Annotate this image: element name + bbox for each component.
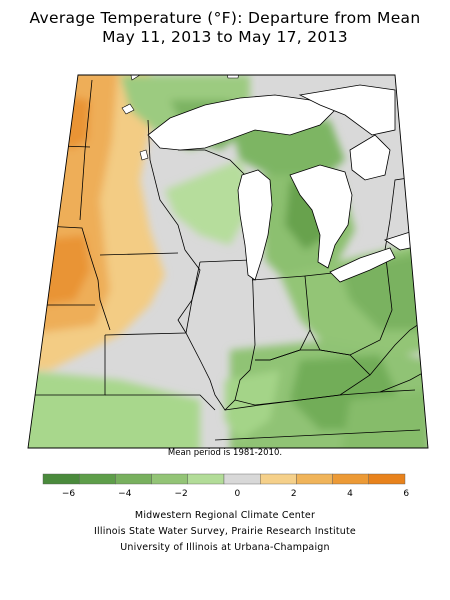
- great-lakes: [147, 84, 428, 283]
- legend-swatch: [260, 473, 297, 485]
- map-title-line-2: May 11, 2013 to May 17, 2013: [102, 28, 348, 46]
- legend-swatch: [187, 473, 225, 485]
- legend-tick-label: 2: [291, 489, 297, 499]
- legend-swatch: [78, 473, 116, 485]
- legend-swatch: [296, 473, 333, 485]
- legend-swatch: [115, 473, 152, 485]
- legend-swatch: [223, 473, 261, 485]
- legend-swatch: [151, 473, 189, 485]
- legend-swatch: [332, 473, 370, 485]
- mean-period-note: Mean period is 1981-2010.: [167, 448, 283, 458]
- legend-swatch: [42, 473, 80, 485]
- small-lakes: [121, 75, 241, 161]
- legend-swatch: [368, 473, 406, 485]
- credit-line-1: Midwestern Regional Climate Center: [134, 510, 316, 521]
- credit-line-2: Illinois State Water Survey, Prairie Res…: [94, 526, 356, 537]
- map-title-line-1: Average Temperature (°F): Departure from…: [29, 9, 421, 27]
- legend-tick-label: −2: [174, 489, 187, 499]
- state-boundaries: [28, 79, 428, 441]
- legend-tick-label: 4: [347, 489, 353, 499]
- legend-tick-label: −6: [62, 489, 76, 499]
- legend-tick-label: 6: [403, 489, 409, 499]
- legend-tick-label: −4: [118, 489, 132, 499]
- legend-tick-label: 0: [235, 489, 241, 499]
- credit-line-3: University of Illinois at Urbana-Champai…: [120, 542, 330, 553]
